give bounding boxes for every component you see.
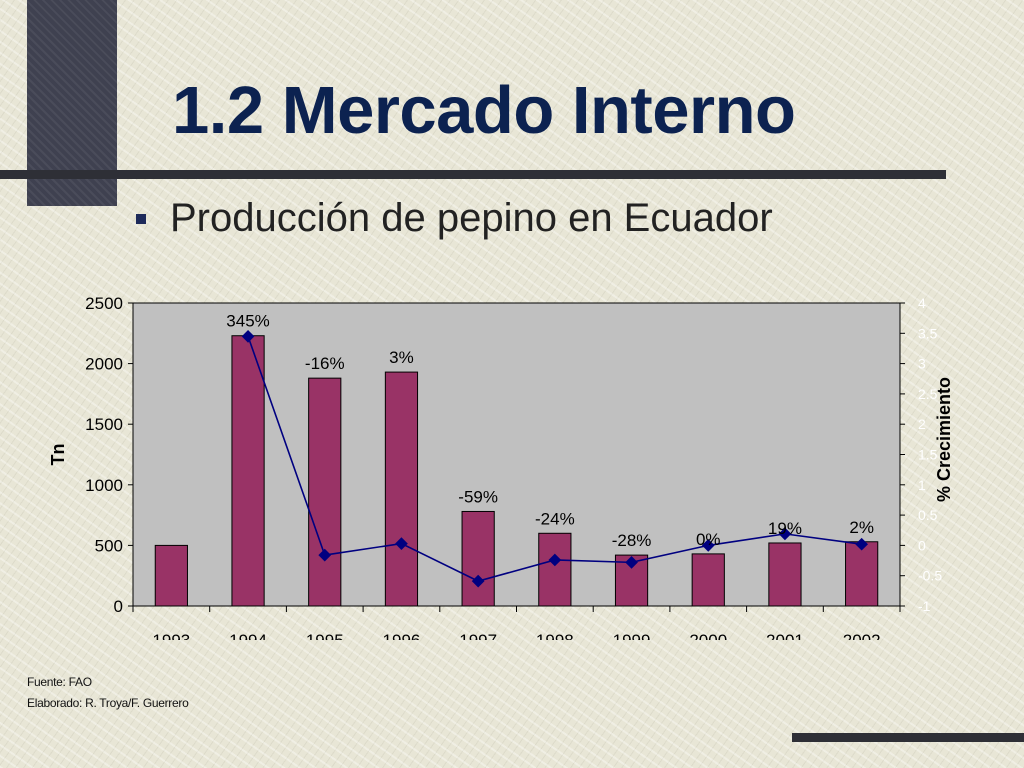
x-tick-label: 2002: [843, 631, 881, 640]
source-note: Fuente: FAO: [27, 675, 92, 689]
production-bar: [384, 371, 419, 607]
y-tick-label: 1000: [85, 476, 123, 495]
footer-divider-bar: [792, 733, 1024, 742]
x-tick-label: 1998: [536, 631, 574, 640]
growth-data-label: -28%: [612, 531, 652, 550]
y-tick-label: 500: [95, 536, 123, 555]
y2-tick-label: 1: [918, 477, 926, 493]
y2-tick-label: -1: [918, 598, 931, 614]
production-bar: [154, 544, 188, 607]
y2-tick-label: 3.5: [918, 325, 938, 341]
growth-data-label: 3%: [389, 348, 414, 367]
x-tick-label: 1993: [152, 631, 190, 640]
y-tick-label: 0: [114, 597, 123, 616]
production-bar: [845, 541, 879, 607]
title-divider-bar: [0, 170, 946, 179]
y2-tick-label: 0: [918, 537, 926, 553]
production-bar: [538, 532, 572, 607]
production-bar: [308, 377, 342, 607]
growth-data-label: 2%: [849, 518, 874, 537]
growth-data-label: 345%: [226, 312, 269, 331]
slide-subtitle: Producción de pepino en Ecuador: [170, 196, 773, 240]
production-bar: [461, 510, 495, 607]
production-bar: [768, 542, 802, 607]
growth-data-label: 0%: [696, 530, 721, 549]
bullet-square-icon: [136, 214, 146, 224]
y-tick-label: 2500: [85, 294, 123, 313]
growth-data-label: -16%: [305, 354, 345, 373]
y2-tick-label: 2.5: [918, 386, 938, 402]
x-tick-label: 2001: [766, 631, 804, 640]
x-tick-label: 1996: [383, 631, 421, 640]
author-note: Elaborado: R. Troya/F. Guerrero: [27, 696, 189, 710]
y2-tick-label: 0.5: [918, 507, 938, 523]
y-axis-title: Tn: [48, 444, 68, 466]
y-tick-label: 2000: [85, 355, 123, 374]
y2-tick-label: 1.5: [918, 447, 938, 463]
x-tick-label: 1999: [613, 631, 651, 640]
production-chart: 0 500 1000 1500 2000 2500 -1 -0.5 0 0.5 1 1.5 2 2.5 3 3…: [48, 294, 954, 640]
y2-axis-title: % Crecimiento: [934, 377, 954, 502]
y2-tick-label: 4: [918, 295, 926, 311]
x-tick-label: 2000: [689, 631, 727, 640]
production-bar: [231, 335, 265, 607]
slide-title: 1.2 Mercado Interno: [172, 73, 796, 148]
growth-marker: [395, 537, 408, 550]
x-tick-label: 1995: [306, 631, 344, 640]
growth-data-label: 19%: [768, 519, 802, 538]
x-tick-label: 1994: [229, 631, 267, 640]
y2-tick-label: 3: [918, 356, 926, 372]
x-tick-label: 1997: [459, 631, 497, 640]
growth-data-label: -24%: [535, 509, 575, 528]
production-bar: [691, 553, 725, 607]
growth-data-label: -59%: [458, 487, 498, 506]
y2-tick-label: -0.5: [918, 568, 942, 584]
y-tick-label: 1500: [85, 415, 123, 434]
y2-tick-label: 2: [918, 416, 926, 432]
